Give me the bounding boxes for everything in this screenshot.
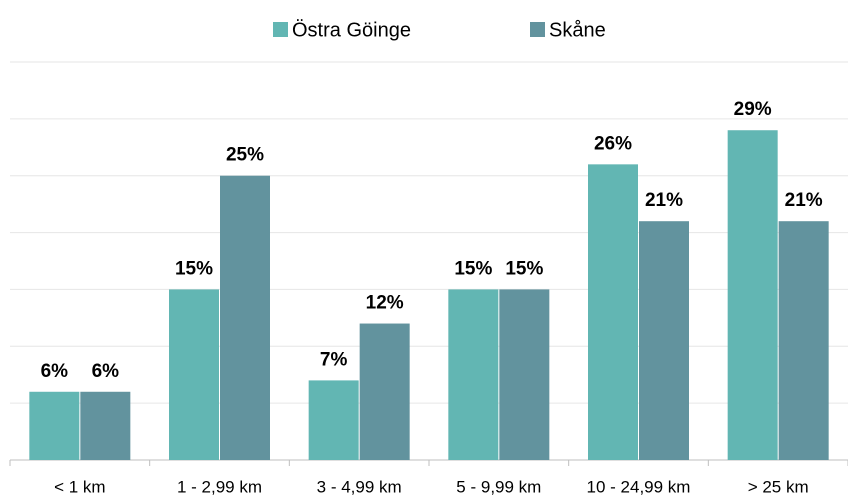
x-tick-label: 1 - 2,99 km <box>177 477 262 496</box>
bar <box>308 380 359 460</box>
x-tick-label: 3 - 4,99 km <box>317 477 402 496</box>
x-tick-label: < 1 km <box>54 477 106 496</box>
value-label: 29% <box>734 99 772 120</box>
value-label: 15% <box>505 258 543 279</box>
bar <box>359 323 410 460</box>
legend-swatch <box>530 22 545 37</box>
bar <box>80 391 131 460</box>
value-label: 25% <box>226 145 264 166</box>
legend-label: Östra Göinge <box>292 19 411 41</box>
bar <box>499 289 550 460</box>
value-label: 15% <box>454 258 492 279</box>
legend-swatch <box>273 22 288 37</box>
legend-label: Skåne <box>549 19 606 41</box>
value-label: 21% <box>645 190 683 211</box>
value-label: 6% <box>41 361 69 382</box>
value-label: 6% <box>92 361 120 382</box>
bar <box>639 221 689 460</box>
value-label: 12% <box>366 293 404 314</box>
value-label: 7% <box>320 349 348 370</box>
bar <box>220 175 270 460</box>
bar <box>448 289 499 460</box>
x-tick-label: 10 - 24,99 km <box>587 477 691 496</box>
value-label: 26% <box>594 133 632 154</box>
value-label: 15% <box>175 258 213 279</box>
bar <box>588 164 638 461</box>
x-tick-label: > 25 km <box>748 477 809 496</box>
bar <box>727 130 778 460</box>
bar <box>169 289 219 460</box>
bar <box>778 221 829 460</box>
value-label: 21% <box>785 190 823 211</box>
bar <box>29 391 80 460</box>
x-tick-label: 5 - 9,99 km <box>456 477 541 496</box>
